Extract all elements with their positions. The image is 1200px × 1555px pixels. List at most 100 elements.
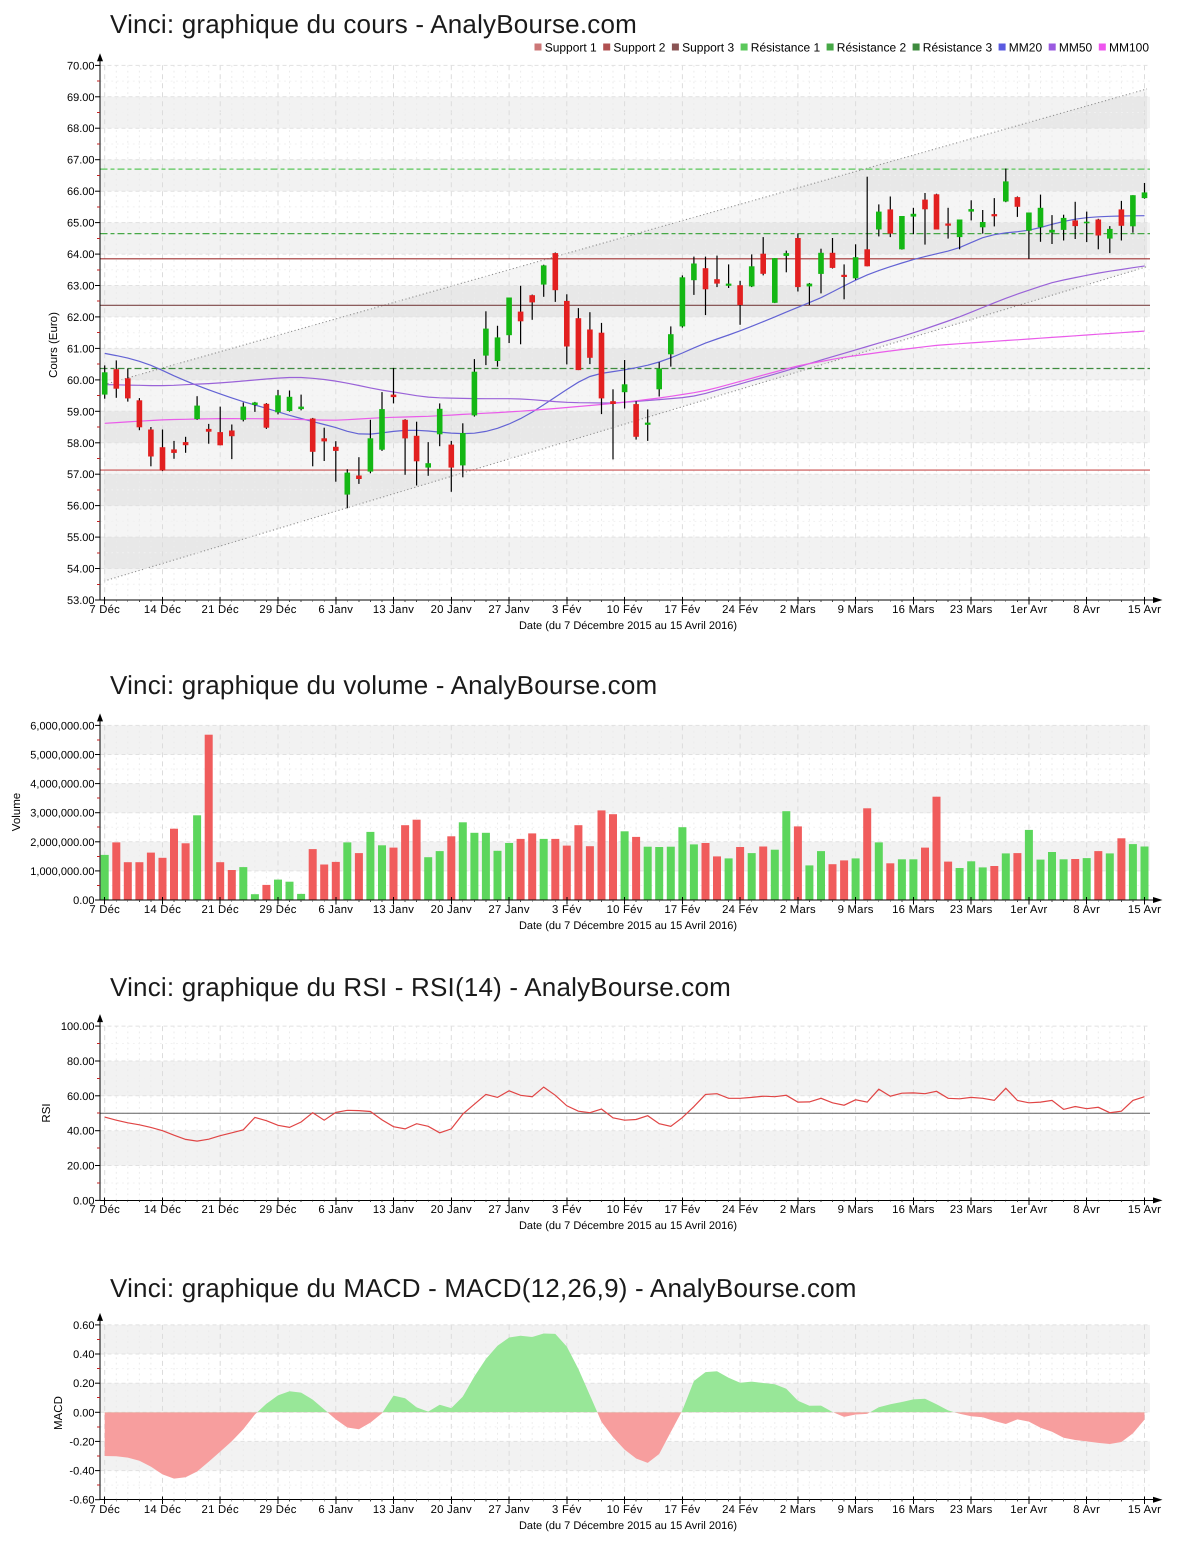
svg-text:23 Mars: 23 Mars: [950, 904, 993, 916]
svg-text:16 Mars: 16 Mars: [892, 604, 935, 616]
svg-text:Date (du 7 Décembre 2015 au 15: Date (du 7 Décembre 2015 au 15 Avril 201…: [519, 1220, 737, 1232]
svg-text:29 Déc: 29 Déc: [259, 1204, 296, 1216]
svg-text:13 Janv: 13 Janv: [373, 1504, 414, 1516]
svg-text:4,000,000.00: 4,000,000.00: [30, 779, 94, 791]
svg-text:8 Avr: 8 Avr: [1073, 1204, 1100, 1216]
svg-text:67.00: 67.00: [67, 155, 95, 167]
svg-text:2,000,000.00: 2,000,000.00: [30, 837, 94, 849]
svg-text:24 Fév: 24 Fév: [722, 1204, 758, 1216]
svg-text:23 Mars: 23 Mars: [950, 1204, 993, 1216]
svg-text:23 Mars: 23 Mars: [950, 1504, 993, 1516]
svg-text:27 Janv: 27 Janv: [488, 1504, 529, 1516]
svg-text:Support 1: Support 1: [545, 41, 597, 55]
svg-text:2 Mars: 2 Mars: [780, 604, 816, 616]
svg-text:29 Déc: 29 Déc: [259, 604, 296, 616]
svg-text:21 Déc: 21 Déc: [202, 1504, 239, 1516]
svg-text:56.00: 56.00: [67, 501, 95, 513]
svg-text:16 Mars: 16 Mars: [892, 1504, 935, 1516]
svg-text:3 Fév: 3 Fév: [552, 904, 582, 916]
svg-text:69.00: 69.00: [67, 92, 95, 104]
svg-text:7 Déc: 7 Déc: [89, 1504, 120, 1516]
svg-text:65.00: 65.00: [67, 218, 95, 230]
svg-text:-0.20: -0.20: [69, 1436, 94, 1448]
svg-text:9 Mars: 9 Mars: [838, 1504, 874, 1516]
svg-text:17 Fév: 17 Fév: [664, 1204, 700, 1216]
svg-text:21 Déc: 21 Déc: [202, 604, 239, 616]
svg-text:40.00: 40.00: [67, 1126, 95, 1138]
svg-text:3 Fév: 3 Fév: [552, 1204, 582, 1216]
svg-text:Date (du 7 Décembre 2015 au 15: Date (du 7 Décembre 2015 au 15 Avril 201…: [519, 1520, 737, 1532]
svg-text:14 Déc: 14 Déc: [144, 1204, 181, 1216]
svg-text:20 Janv: 20 Janv: [431, 1204, 472, 1216]
svg-text:57.00: 57.00: [67, 469, 95, 481]
svg-text:70.00: 70.00: [67, 60, 95, 72]
svg-text:21 Déc: 21 Déc: [202, 1204, 239, 1216]
svg-text:1,000,000.00: 1,000,000.00: [30, 866, 94, 878]
svg-text:Volume: Volume: [11, 793, 23, 831]
svg-text:13 Janv: 13 Janv: [373, 1204, 414, 1216]
svg-text:8 Avr: 8 Avr: [1073, 1504, 1100, 1516]
svg-text:55.00: 55.00: [67, 532, 95, 544]
svg-text:58.00: 58.00: [67, 438, 95, 450]
svg-text:24 Fév: 24 Fév: [722, 1504, 758, 1516]
svg-text:14 Déc: 14 Déc: [144, 904, 181, 916]
svg-text:17 Fév: 17 Fév: [664, 1504, 700, 1516]
svg-text:Vinci: graphique du MACD - MAC: Vinci: graphique du MACD - MACD(12,26,9)…: [110, 1273, 857, 1303]
svg-text:100.00: 100.00: [61, 1021, 95, 1033]
svg-text:0.00: 0.00: [73, 1195, 94, 1207]
svg-text:6 Janv: 6 Janv: [318, 604, 353, 616]
svg-text:29 Déc: 29 Déc: [259, 904, 296, 916]
svg-text:13 Janv: 13 Janv: [373, 904, 414, 916]
svg-text:20 Janv: 20 Janv: [431, 604, 472, 616]
svg-text:10 Fév: 10 Fév: [607, 1204, 643, 1216]
svg-text:20.00: 20.00: [67, 1161, 95, 1173]
svg-text:53.00: 53.00: [67, 595, 95, 607]
svg-text:MACD: MACD: [53, 1396, 65, 1430]
svg-text:2 Mars: 2 Mars: [780, 904, 816, 916]
svg-text:16 Mars: 16 Mars: [892, 1204, 935, 1216]
svg-text:6 Janv: 6 Janv: [318, 1204, 353, 1216]
svg-text:14 Déc: 14 Déc: [144, 1504, 181, 1516]
svg-text:-0.40: -0.40: [69, 1466, 94, 1478]
svg-text:60.00: 60.00: [67, 375, 95, 387]
svg-text:1er Avr: 1er Avr: [1010, 1204, 1047, 1216]
svg-text:64.00: 64.00: [67, 249, 95, 261]
svg-text:23 Mars: 23 Mars: [950, 604, 993, 616]
svg-text:0.00: 0.00: [73, 895, 94, 907]
svg-text:3,000,000.00: 3,000,000.00: [30, 808, 94, 820]
svg-text:17 Fév: 17 Fév: [664, 904, 700, 916]
svg-text:15 Avr: 15 Avr: [1128, 604, 1161, 616]
svg-text:29 Déc: 29 Déc: [259, 1504, 296, 1516]
svg-text:6,000,000.00: 6,000,000.00: [30, 720, 94, 732]
svg-text:3 Fév: 3 Fév: [552, 604, 582, 616]
svg-text:2 Mars: 2 Mars: [780, 1504, 816, 1516]
svg-text:Résistance 1: Résistance 1: [751, 41, 821, 55]
svg-text:9 Mars: 9 Mars: [838, 604, 874, 616]
svg-text:5,000,000.00: 5,000,000.00: [30, 750, 94, 762]
svg-text:Support 3: Support 3: [682, 41, 734, 55]
svg-text:59.00: 59.00: [67, 406, 95, 418]
svg-text:Date (du 7 Décembre 2015 au 15: Date (du 7 Décembre 2015 au 15 Avril 201…: [519, 920, 737, 932]
svg-text:27 Janv: 27 Janv: [488, 904, 529, 916]
svg-text:9 Mars: 9 Mars: [838, 904, 874, 916]
svg-text:9 Mars: 9 Mars: [838, 1204, 874, 1216]
svg-text:1er Avr: 1er Avr: [1010, 1504, 1047, 1516]
svg-text:2 Mars: 2 Mars: [780, 1204, 816, 1216]
svg-text:7 Déc: 7 Déc: [89, 904, 120, 916]
svg-text:Vinci: graphique du RSI - RSI(: Vinci: graphique du RSI - RSI(14) - Anal…: [110, 972, 731, 1002]
svg-text:0.20: 0.20: [73, 1378, 94, 1390]
svg-text:24 Fév: 24 Fév: [722, 904, 758, 916]
svg-text:Résistance 3: Résistance 3: [923, 41, 993, 55]
svg-text:54.00: 54.00: [67, 564, 95, 576]
svg-text:68.00: 68.00: [67, 123, 95, 135]
svg-text:15 Avr: 15 Avr: [1128, 1504, 1161, 1516]
svg-text:7 Déc: 7 Déc: [89, 1204, 120, 1216]
svg-text:MM50: MM50: [1059, 41, 1093, 55]
svg-text:RSI: RSI: [41, 1103, 53, 1122]
svg-text:7 Déc: 7 Déc: [89, 604, 120, 616]
svg-text:60.00: 60.00: [67, 1091, 95, 1103]
svg-text:10 Fév: 10 Fév: [607, 604, 643, 616]
svg-text:27 Janv: 27 Janv: [488, 1204, 529, 1216]
svg-text:6 Janv: 6 Janv: [318, 904, 353, 916]
svg-text:8 Avr: 8 Avr: [1073, 604, 1100, 616]
